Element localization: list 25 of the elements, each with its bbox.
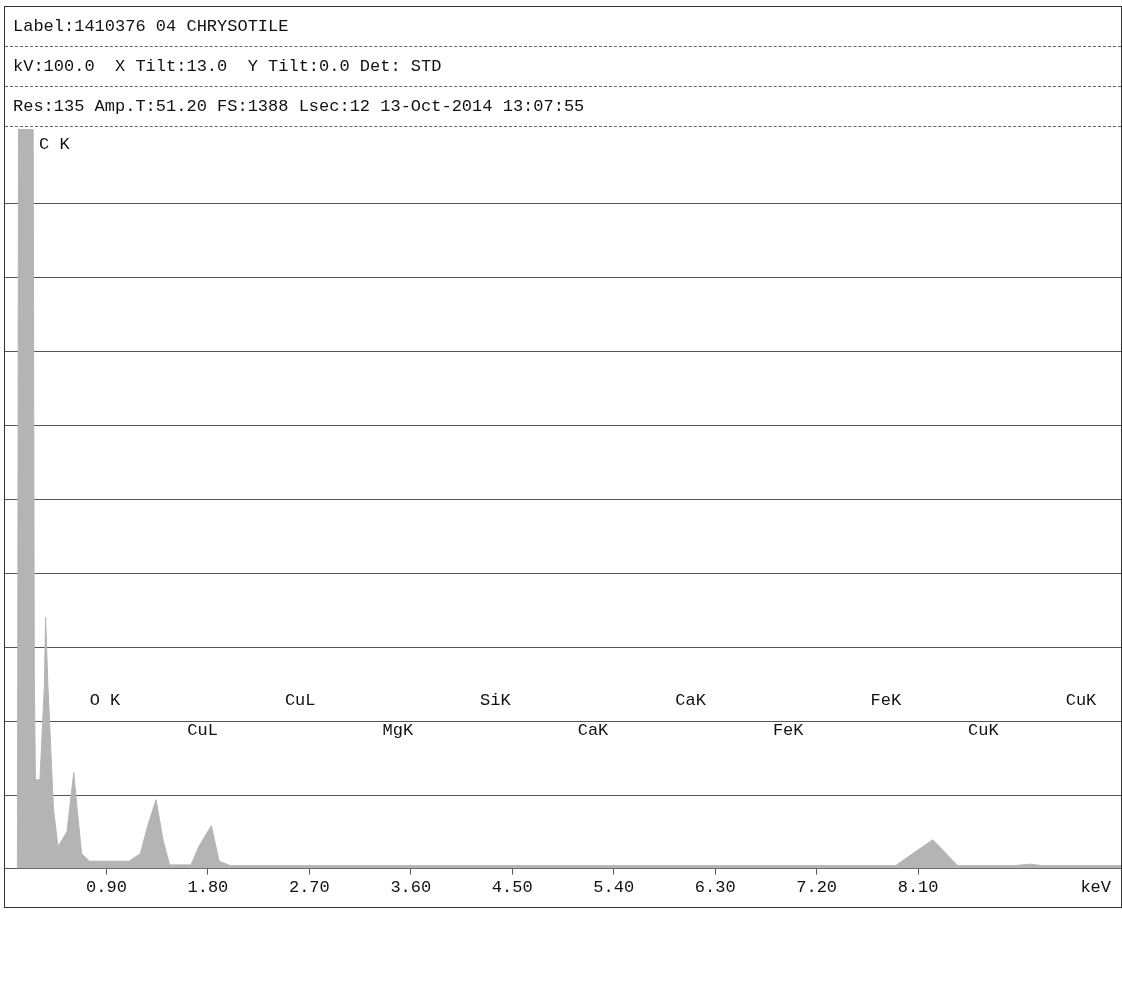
text: Res:135 Amp.T:51.20 FS:1388 Lsec:12 13-Oct-2014 13:07:55: [5, 87, 1121, 127]
annotation: CuL: [187, 720, 218, 740]
annotation: O K: [89, 690, 122, 710]
x-tick-label: 6.30: [694, 878, 736, 898]
x-axis-title: keV: [1080, 877, 1112, 897]
x-tick-label: 3.60: [390, 878, 432, 898]
annotation: FeK: [772, 720, 805, 740]
annotation: CuK: [1065, 690, 1098, 710]
x-tick-label: 2.70: [288, 878, 330, 898]
x-tick-label: 7.20: [796, 878, 838, 898]
chart-subtitle: kV:100.0 X Tilt:13.0 Y Tilt:0.0 Det: STD: [5, 47, 1121, 87]
annotation: C K: [39, 135, 71, 154]
annotation: CuL: [284, 690, 316, 710]
chart-title: Label:1410376 04 CHRYSOTILE: [5, 7, 1121, 47]
x-tick-label: 8.10: [897, 878, 939, 898]
x-tick-label: 5.40: [593, 878, 635, 898]
annotation: CuK: [968, 720, 1000, 740]
x-tick-label: 0.90: [86, 878, 127, 898]
x-tick-label: 4.50: [491, 878, 533, 898]
annotation: FeK: [870, 690, 902, 710]
annotation: CaK: [675, 690, 707, 710]
annotation: SiK: [480, 690, 512, 710]
annotation: MgK: [382, 720, 414, 740]
x-tick-label: 1.80: [187, 878, 229, 898]
annotation: CaK: [577, 720, 610, 740]
